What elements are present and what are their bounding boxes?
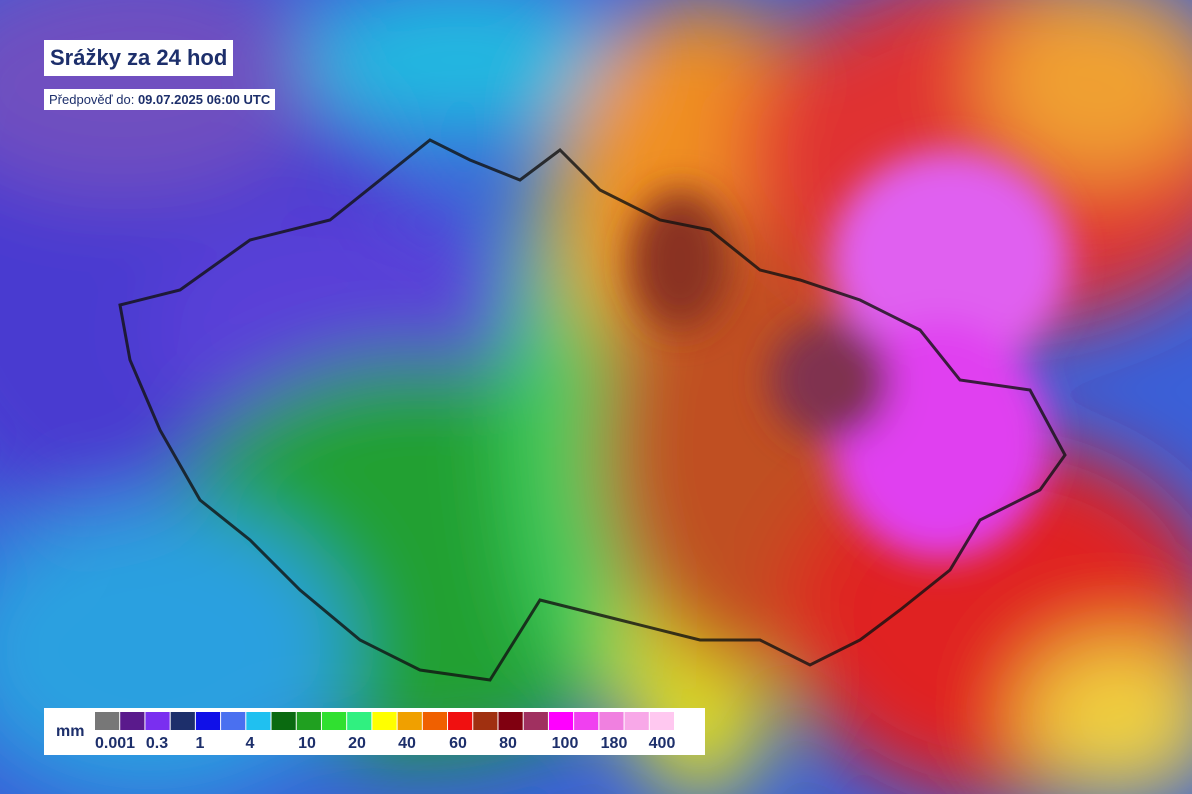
legend-swatch bbox=[624, 712, 649, 730]
legend-swatch bbox=[145, 712, 170, 730]
legend-label: 4 bbox=[246, 735, 255, 752]
legend-swatch bbox=[321, 712, 347, 730]
legend-swatch bbox=[599, 712, 624, 730]
legend-swatch bbox=[523, 712, 548, 730]
legend-swatch bbox=[548, 712, 574, 730]
legend-swatch bbox=[422, 712, 448, 730]
legend-swatch bbox=[170, 712, 195, 730]
legend-swatch bbox=[448, 712, 473, 730]
forecast: Předpověď do: 09.07.2025 06:00 UTC bbox=[44, 89, 276, 110]
legend-swatch bbox=[649, 712, 674, 730]
border bbox=[118, 138, 1067, 682]
legend-swatch bbox=[296, 712, 321, 730]
legend-swatch bbox=[195, 712, 221, 730]
legend-label: 0.3 bbox=[146, 735, 168, 752]
legend-label: 10 bbox=[298, 735, 316, 752]
legend-label: 0.001 bbox=[95, 735, 135, 752]
legend-swatch bbox=[347, 712, 372, 730]
legend-swatch bbox=[95, 712, 120, 730]
forecast-time: 09.07.2025 06:00 UTC bbox=[137, 92, 271, 107]
legend-swatch bbox=[372, 712, 397, 730]
legend-swatch bbox=[246, 712, 271, 730]
legend-label: 40 bbox=[398, 735, 416, 752]
legend-swatch bbox=[574, 712, 599, 730]
forecast-label: Předpověď do: bbox=[49, 92, 135, 107]
legend-swatch bbox=[271, 712, 296, 730]
legend-swatch bbox=[498, 712, 523, 730]
title: Srážky za 24 hod bbox=[44, 40, 234, 76]
legend-swatch bbox=[473, 712, 498, 730]
legend-unit: mm bbox=[56, 723, 84, 740]
legend: mm 0.001 0.3 1 4 10 20 40 60 80 100 180 400 bbox=[44, 708, 705, 755]
legend-label: 180 bbox=[601, 735, 628, 752]
legend-label: 400 bbox=[649, 735, 676, 752]
legend-swatch bbox=[120, 712, 145, 730]
legend-label: 1 bbox=[196, 735, 205, 752]
legend-label: 80 bbox=[499, 735, 517, 752]
legend-swatch bbox=[221, 712, 246, 730]
legend-label: 100 bbox=[552, 735, 579, 752]
legend-swatch bbox=[397, 712, 422, 730]
legend-label: 60 bbox=[449, 735, 467, 752]
legend-label: 20 bbox=[348, 735, 366, 752]
